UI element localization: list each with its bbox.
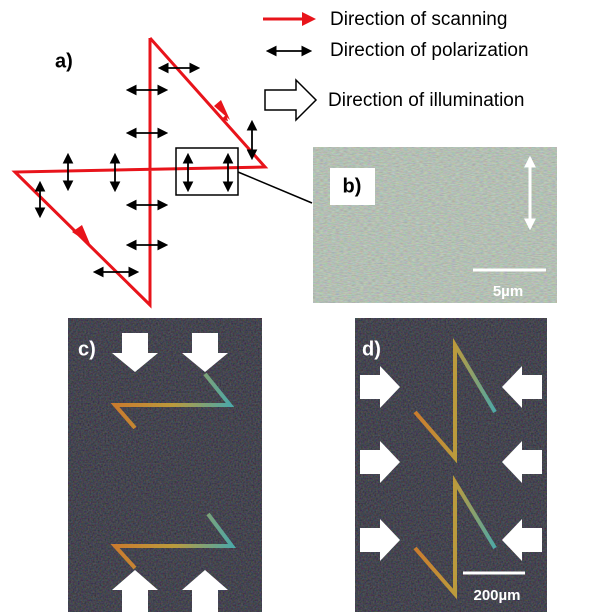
- legend-illumination: Direction of illumination: [328, 90, 524, 111]
- figure: Direction of scanning Direction of polar…: [0, 0, 592, 612]
- panel-label: c): [78, 338, 96, 360]
- legend-polarization: Direction of polarization: [330, 40, 529, 61]
- legend-scanning: Direction of scanning: [330, 9, 507, 30]
- scale-bar-label: 200µm: [473, 587, 520, 604]
- scale-bar-label: 5µm: [493, 283, 523, 300]
- panel-label: a): [55, 50, 73, 72]
- panel-label: d): [362, 338, 381, 360]
- panel-label: b): [343, 175, 362, 197]
